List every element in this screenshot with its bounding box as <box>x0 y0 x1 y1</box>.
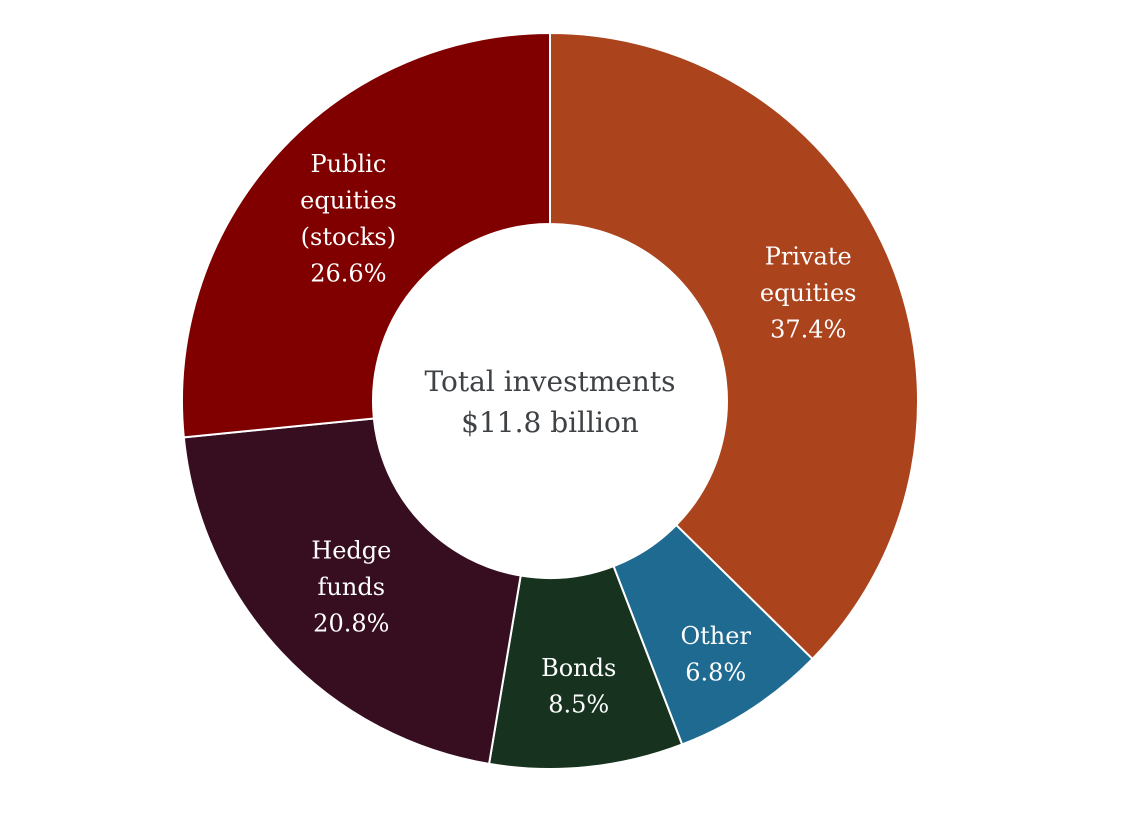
slice-label-public-equities: Public equities (stocks) 26.6% <box>300 150 397 288</box>
pie-slice-hedge-funds <box>182 417 522 765</box>
center-label-title: Total investments <box>425 365 676 398</box>
center-label-group: Total investments $11.8 billion <box>425 365 676 439</box>
pie-slice-public-equities <box>181 32 551 439</box>
slice-label-other: Other 6.8% <box>680 622 751 687</box>
slice-label-hedge-funds: Hedge funds 20.8% <box>311 537 391 638</box>
slice-label-private-equities: Private equities 37.4% <box>760 243 857 344</box>
donut-slices: Private equities 37.4% Other 6.8% Bonds 8.5% He… <box>181 32 919 770</box>
pie-slice-private-equities <box>549 32 919 660</box>
center-label-value: $11.8 billion <box>461 406 639 439</box>
slice-label-bonds: Bonds 8.5% <box>541 654 616 719</box>
